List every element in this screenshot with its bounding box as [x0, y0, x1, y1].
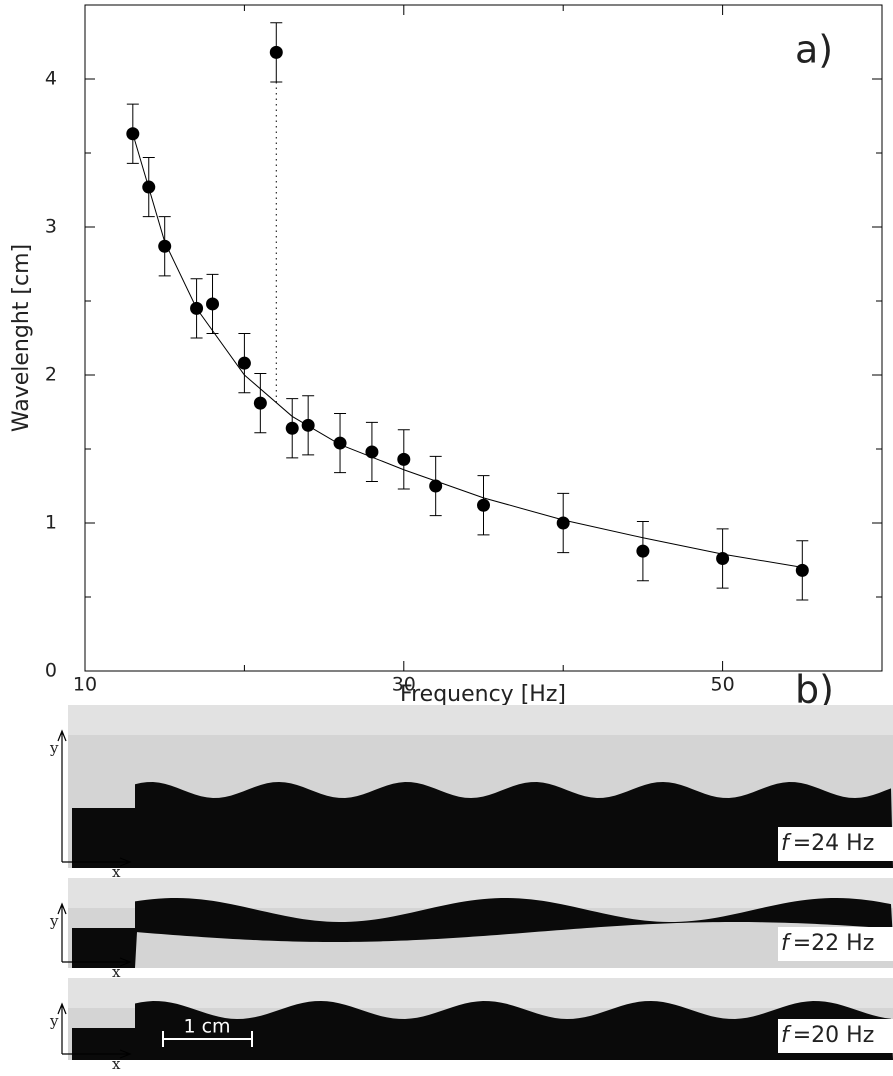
- x-tick-label: 30: [392, 674, 416, 696]
- data-point: [285, 421, 299, 435]
- scale-bar: [162, 1031, 253, 1047]
- axis-label: x: [112, 863, 121, 881]
- wave-shape: [72, 898, 893, 968]
- axis-label: x: [112, 1055, 121, 1073]
- data-point: [190, 301, 204, 315]
- scale-label: 1 cm: [183, 1016, 230, 1038]
- panel-label: a): [795, 28, 833, 72]
- data-point: [269, 45, 283, 59]
- data-point: [429, 479, 443, 493]
- label-box: [778, 827, 893, 861]
- data-point: [253, 396, 267, 410]
- wave-shape: [72, 1001, 893, 1060]
- y-tick-label: 4: [45, 68, 57, 90]
- y-tick-label: 0: [45, 660, 57, 682]
- label-box: [778, 927, 893, 961]
- x-axis-label: Frequency [Hz]: [400, 682, 566, 707]
- axis-arrow: [57, 1002, 132, 1059]
- data-point: [206, 297, 220, 311]
- data-point: [237, 356, 251, 370]
- data-point: [477, 498, 490, 512]
- x-tick-label: 50: [711, 674, 735, 696]
- value: =24 Hz: [793, 831, 875, 856]
- frequency-label: f =20 Hz: [781, 1023, 874, 1048]
- axis-label: y: [49, 912, 59, 930]
- data-point: [795, 563, 809, 577]
- panel-label: b): [795, 668, 834, 712]
- data-point: [333, 436, 347, 450]
- x-tick-label: 10: [73, 674, 97, 696]
- y-tick-label: 3: [45, 216, 57, 238]
- y-tick-label: 2: [45, 364, 57, 386]
- plot-frame: [84, 4, 883, 672]
- symbol: f: [781, 831, 792, 856]
- label-box: [778, 1019, 893, 1053]
- axis-label: x: [112, 963, 121, 981]
- value: =20 Hz: [793, 1023, 875, 1048]
- data-point: [716, 552, 730, 566]
- data-point: [365, 445, 379, 459]
- data-point: [142, 180, 156, 194]
- y-axis-label: Wavelenght [cm]: [9, 244, 34, 432]
- data-point: [556, 516, 570, 530]
- axis-label: y: [49, 739, 59, 757]
- data-point: [636, 544, 650, 558]
- axis-arrow: [57, 729, 132, 867]
- symbol: f: [781, 931, 792, 956]
- data-point: [397, 452, 411, 466]
- frequency-label: f =24 Hz: [781, 831, 874, 856]
- value: =22 Hz: [793, 931, 875, 956]
- data-point: [301, 418, 315, 432]
- frequency-label: f =22 Hz: [781, 931, 874, 956]
- photo-bg: [68, 705, 893, 735]
- data-point: [158, 239, 172, 253]
- fit-line: [132, 133, 803, 568]
- axis-arrow: [57, 902, 132, 967]
- wave-shape: [72, 782, 893, 868]
- symbol: f: [781, 1023, 792, 1048]
- y-tick-label: 1: [45, 512, 57, 534]
- data-point: [126, 127, 140, 141]
- axis-label: y: [49, 1012, 59, 1030]
